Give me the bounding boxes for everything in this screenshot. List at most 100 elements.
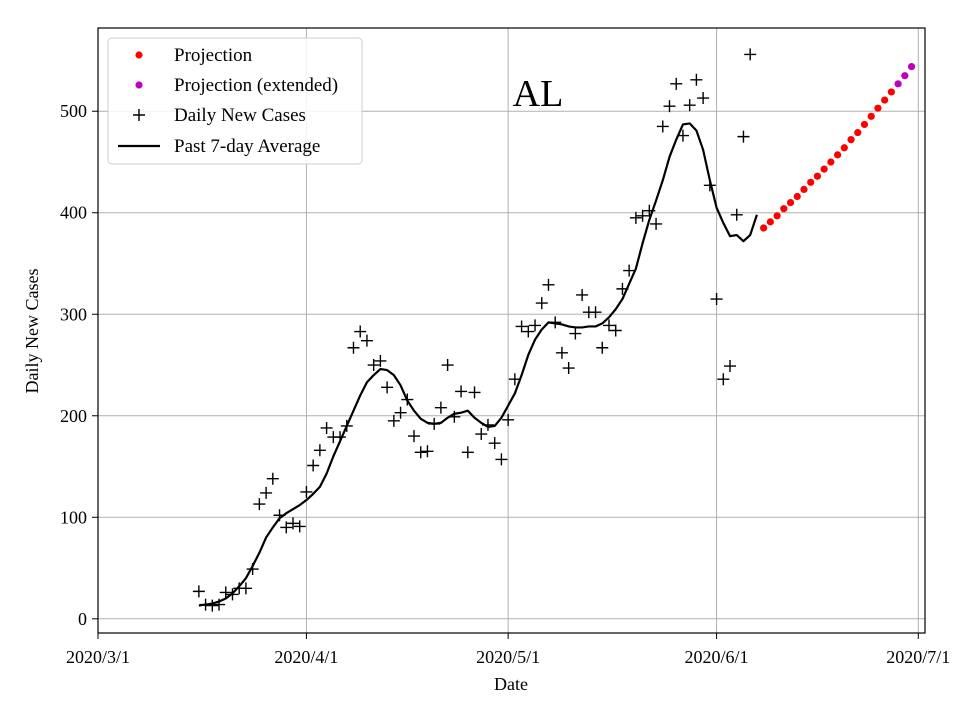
daily-case-point xyxy=(522,325,535,338)
daily-case-point xyxy=(602,319,615,332)
daily-case-point xyxy=(239,582,252,595)
daily-case-point xyxy=(549,316,562,329)
daily-case-point xyxy=(596,341,609,354)
daily-case-point xyxy=(529,319,542,332)
daily-case-point xyxy=(441,359,454,372)
daily-case-point xyxy=(192,585,205,598)
daily-case-point xyxy=(569,327,582,340)
daily-case-point xyxy=(340,419,353,432)
average-layer xyxy=(198,122,758,607)
daily-case-point xyxy=(286,517,299,530)
projection-point xyxy=(860,120,869,129)
daily-case-point xyxy=(495,453,508,466)
y-tick-label: 200 xyxy=(60,406,87,426)
daily-case-point xyxy=(535,297,548,310)
y-tick-label: 500 xyxy=(60,101,87,121)
daily-case-point xyxy=(676,129,689,142)
daily-case-point xyxy=(683,99,696,112)
daily-case-point xyxy=(643,204,656,217)
projection-point xyxy=(786,198,795,207)
projection-point xyxy=(807,178,815,186)
projection-point xyxy=(854,128,862,137)
projection-point xyxy=(760,224,768,232)
projection-point xyxy=(887,88,895,96)
projection-point xyxy=(773,212,781,220)
y-tick-label: 0 xyxy=(78,609,87,629)
daily-case-point xyxy=(421,445,434,458)
daily-case-point xyxy=(502,413,515,426)
daily-case-point xyxy=(542,278,555,291)
projection-layer xyxy=(760,62,916,232)
daily-case-point xyxy=(260,486,273,499)
daily-case-point xyxy=(246,563,259,576)
plot-frame xyxy=(97,27,926,634)
daily-case-point xyxy=(576,288,589,301)
daily-case-point xyxy=(213,598,226,611)
daily-case-point xyxy=(387,414,400,427)
x-tick-label: 2020/3/1 xyxy=(66,647,130,667)
projection-point xyxy=(867,112,875,120)
projection-point xyxy=(874,104,882,112)
daily-case-point xyxy=(623,264,636,277)
daily-case-point xyxy=(488,437,501,450)
daily-case-point xyxy=(650,217,663,230)
daily-case-point xyxy=(629,211,642,224)
daily-case-point xyxy=(307,459,320,472)
daily-case-point xyxy=(226,588,239,601)
daily-case-point xyxy=(697,92,710,105)
daily-case-point xyxy=(636,209,649,222)
daily-case-point xyxy=(468,386,481,399)
legend-label-average: Past 7-day Average xyxy=(174,136,320,157)
daily-case-point xyxy=(663,100,676,113)
projection-point xyxy=(833,151,842,159)
daily-case-point xyxy=(374,354,387,367)
daily-case-point xyxy=(253,498,266,511)
x-tick-label: 2020/5/1 xyxy=(476,647,540,667)
projection-point xyxy=(766,218,774,226)
daily-case-point xyxy=(408,430,421,443)
daily-case-point xyxy=(448,410,461,423)
y-axis-ticks: 0 100 200 300 400 500 xyxy=(60,101,98,629)
daily-case-point xyxy=(455,385,468,398)
projection-extended-point xyxy=(901,72,909,80)
legend-marker-projection-extended xyxy=(135,81,143,89)
daily-case-point xyxy=(690,73,703,86)
y-tick-label: 100 xyxy=(60,507,87,527)
projection-point xyxy=(793,192,801,201)
state-annotation: AL xyxy=(513,73,564,115)
daily-case-point xyxy=(394,406,407,419)
legend-box xyxy=(107,37,363,165)
daily-case-point xyxy=(199,598,212,611)
y-axis-label: Daily New Cases xyxy=(22,269,42,394)
daily-case-point xyxy=(206,599,219,612)
grid-lines xyxy=(97,28,925,633)
daily-case-point xyxy=(724,360,737,373)
projection-point xyxy=(847,136,855,144)
daily-case-point xyxy=(744,48,757,61)
projection-point xyxy=(881,96,889,104)
daily-case-point xyxy=(266,472,279,485)
daily-case-point xyxy=(515,320,528,333)
daily-case-point xyxy=(562,362,575,375)
daily-case-point xyxy=(475,428,488,441)
daily-cases-layer xyxy=(192,48,757,612)
daily-case-point xyxy=(367,359,380,372)
daily-case-point xyxy=(414,446,427,459)
daily-case-point xyxy=(717,373,730,386)
legend-label-daily: Daily New Cases xyxy=(174,105,306,126)
legend-marker-projection xyxy=(135,51,143,59)
projection-point xyxy=(840,144,848,152)
projection-point xyxy=(800,185,808,194)
projection-point xyxy=(827,158,835,166)
daily-case-point xyxy=(461,446,474,459)
y-tick-label: 300 xyxy=(60,304,87,324)
daily-case-point xyxy=(737,130,750,143)
daily-case-point xyxy=(670,77,683,90)
daily-case-point xyxy=(360,334,373,347)
daily-case-point xyxy=(273,509,286,522)
projection-extended-point xyxy=(907,62,916,71)
daily-case-point xyxy=(428,417,441,430)
average-line xyxy=(198,122,758,607)
daily-case-point xyxy=(313,444,326,457)
